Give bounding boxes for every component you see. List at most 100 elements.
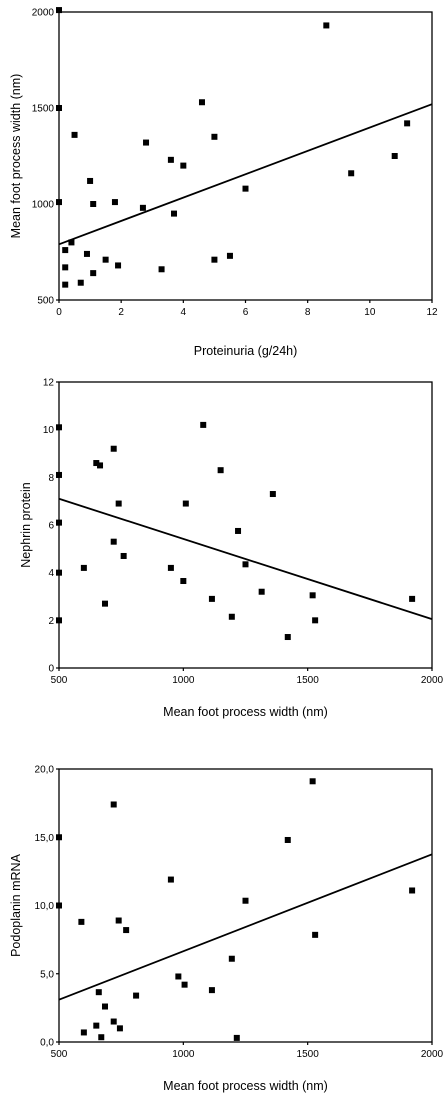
data-point bbox=[404, 120, 411, 127]
data-point bbox=[167, 156, 174, 163]
data-point bbox=[93, 1022, 100, 1029]
data-point bbox=[90, 201, 97, 207]
plot-frame bbox=[58, 381, 433, 669]
x-tick-label: 10 bbox=[364, 307, 376, 318]
data-point bbox=[62, 264, 69, 271]
data-point bbox=[312, 617, 319, 624]
x-tick-label: 1000 bbox=[172, 1049, 195, 1060]
chart-proteinuria-vs-foot-process: 0 2 4 6 8 10 12 500 1000 1500 2000 Proteinuria (g/… bbox=[9, 7, 438, 358]
data-point bbox=[56, 199, 62, 206]
x-tick-label: 1500 bbox=[297, 675, 320, 686]
data-point bbox=[56, 471, 62, 478]
data-point bbox=[110, 445, 117, 452]
data-point bbox=[409, 595, 416, 602]
data-point bbox=[217, 467, 224, 474]
y-tick-label: 2000 bbox=[32, 8, 55, 19]
data-point bbox=[120, 552, 127, 559]
data-point bbox=[115, 262, 122, 269]
data-point bbox=[228, 613, 235, 620]
y-axis-label: Mean foot process width (nm) bbox=[9, 74, 23, 239]
y-tick-label: 0 bbox=[48, 664, 54, 675]
y-axis-label: Nephrin protein bbox=[19, 482, 33, 568]
x-axis-label: Mean foot process width (nm) bbox=[163, 705, 328, 719]
x-tick-label: 2 bbox=[118, 307, 124, 318]
data-point bbox=[56, 569, 62, 576]
regression-line bbox=[58, 853, 433, 1001]
data-point bbox=[123, 927, 130, 934]
data-point bbox=[78, 918, 85, 925]
data-point bbox=[102, 256, 109, 263]
y-tick-label: 4 bbox=[48, 568, 54, 579]
data-point bbox=[208, 595, 215, 602]
data-point bbox=[111, 199, 118, 206]
data-point bbox=[62, 281, 69, 288]
data-point bbox=[226, 252, 233, 259]
plot-frame bbox=[58, 11, 433, 301]
data-point bbox=[242, 561, 249, 568]
data-point bbox=[180, 578, 187, 585]
data-point bbox=[235, 527, 242, 534]
y-tick-label: 1000 bbox=[32, 200, 55, 211]
data-point bbox=[211, 133, 218, 140]
x-tick-label: 500 bbox=[51, 675, 68, 686]
data-point bbox=[56, 617, 62, 624]
data-point bbox=[139, 204, 146, 211]
y-tick-label: 6 bbox=[48, 521, 54, 532]
data-point bbox=[171, 210, 178, 217]
data-point bbox=[98, 1034, 105, 1041]
data-point bbox=[95, 989, 102, 996]
data-point bbox=[312, 931, 319, 938]
x-tick-label: 6 bbox=[243, 307, 249, 318]
data-point bbox=[284, 836, 291, 843]
data-point bbox=[284, 634, 291, 641]
data-point bbox=[409, 887, 416, 894]
data-point bbox=[110, 801, 117, 808]
data-point bbox=[115, 500, 122, 507]
x-tick-label: 2000 bbox=[421, 675, 444, 686]
data-point bbox=[77, 279, 84, 286]
data-point bbox=[182, 500, 189, 507]
y-tick-label: 12 bbox=[43, 378, 55, 389]
data-point bbox=[110, 538, 117, 545]
x-tick-label: 2000 bbox=[421, 1049, 444, 1060]
data-point bbox=[83, 250, 90, 257]
data-point bbox=[56, 834, 62, 841]
y-tick-label: 500 bbox=[37, 296, 54, 307]
y-axis-label: Podoplanin mRNA bbox=[9, 853, 23, 956]
x-tick-label: 4 bbox=[181, 307, 187, 318]
data-point bbox=[143, 139, 150, 146]
x-axis-label: Proteinuria (g/24h) bbox=[194, 344, 298, 358]
y-tick-label: 15,0 bbox=[35, 833, 55, 844]
data-point bbox=[102, 1003, 109, 1010]
y-tick-label: 20,0 bbox=[35, 765, 55, 776]
data-point bbox=[93, 460, 100, 467]
data-point bbox=[87, 177, 94, 184]
data-point bbox=[71, 131, 78, 138]
regression-line bbox=[58, 103, 433, 246]
data-point bbox=[56, 902, 62, 909]
x-tick-label: 1500 bbox=[297, 1049, 320, 1060]
data-point bbox=[242, 185, 249, 192]
data-point bbox=[133, 992, 140, 999]
data-point bbox=[228, 955, 235, 962]
x-tick-label: 8 bbox=[305, 307, 311, 318]
y-tick-label: 8 bbox=[48, 473, 54, 484]
data-point bbox=[158, 266, 165, 273]
plot-frame bbox=[58, 768, 433, 1043]
y-tick-label: 5,0 bbox=[40, 969, 54, 980]
regression-line bbox=[58, 497, 433, 620]
chart-foot-process-vs-nephrin: 500 1000 1500 2000 0 2 4 6 8 10 12 Mean foot proce… bbox=[19, 378, 444, 720]
data-point bbox=[97, 462, 104, 469]
data-point bbox=[56, 7, 62, 14]
data-point bbox=[116, 1025, 123, 1032]
data-point bbox=[62, 247, 69, 254]
x-tick-label: 1000 bbox=[172, 675, 195, 686]
data-point bbox=[167, 564, 174, 571]
y-tick-label: 0,0 bbox=[40, 1038, 54, 1049]
data-point bbox=[258, 588, 265, 595]
data-point bbox=[269, 491, 276, 498]
data-point bbox=[309, 592, 316, 599]
data-point bbox=[56, 424, 62, 431]
data-point bbox=[56, 519, 62, 526]
